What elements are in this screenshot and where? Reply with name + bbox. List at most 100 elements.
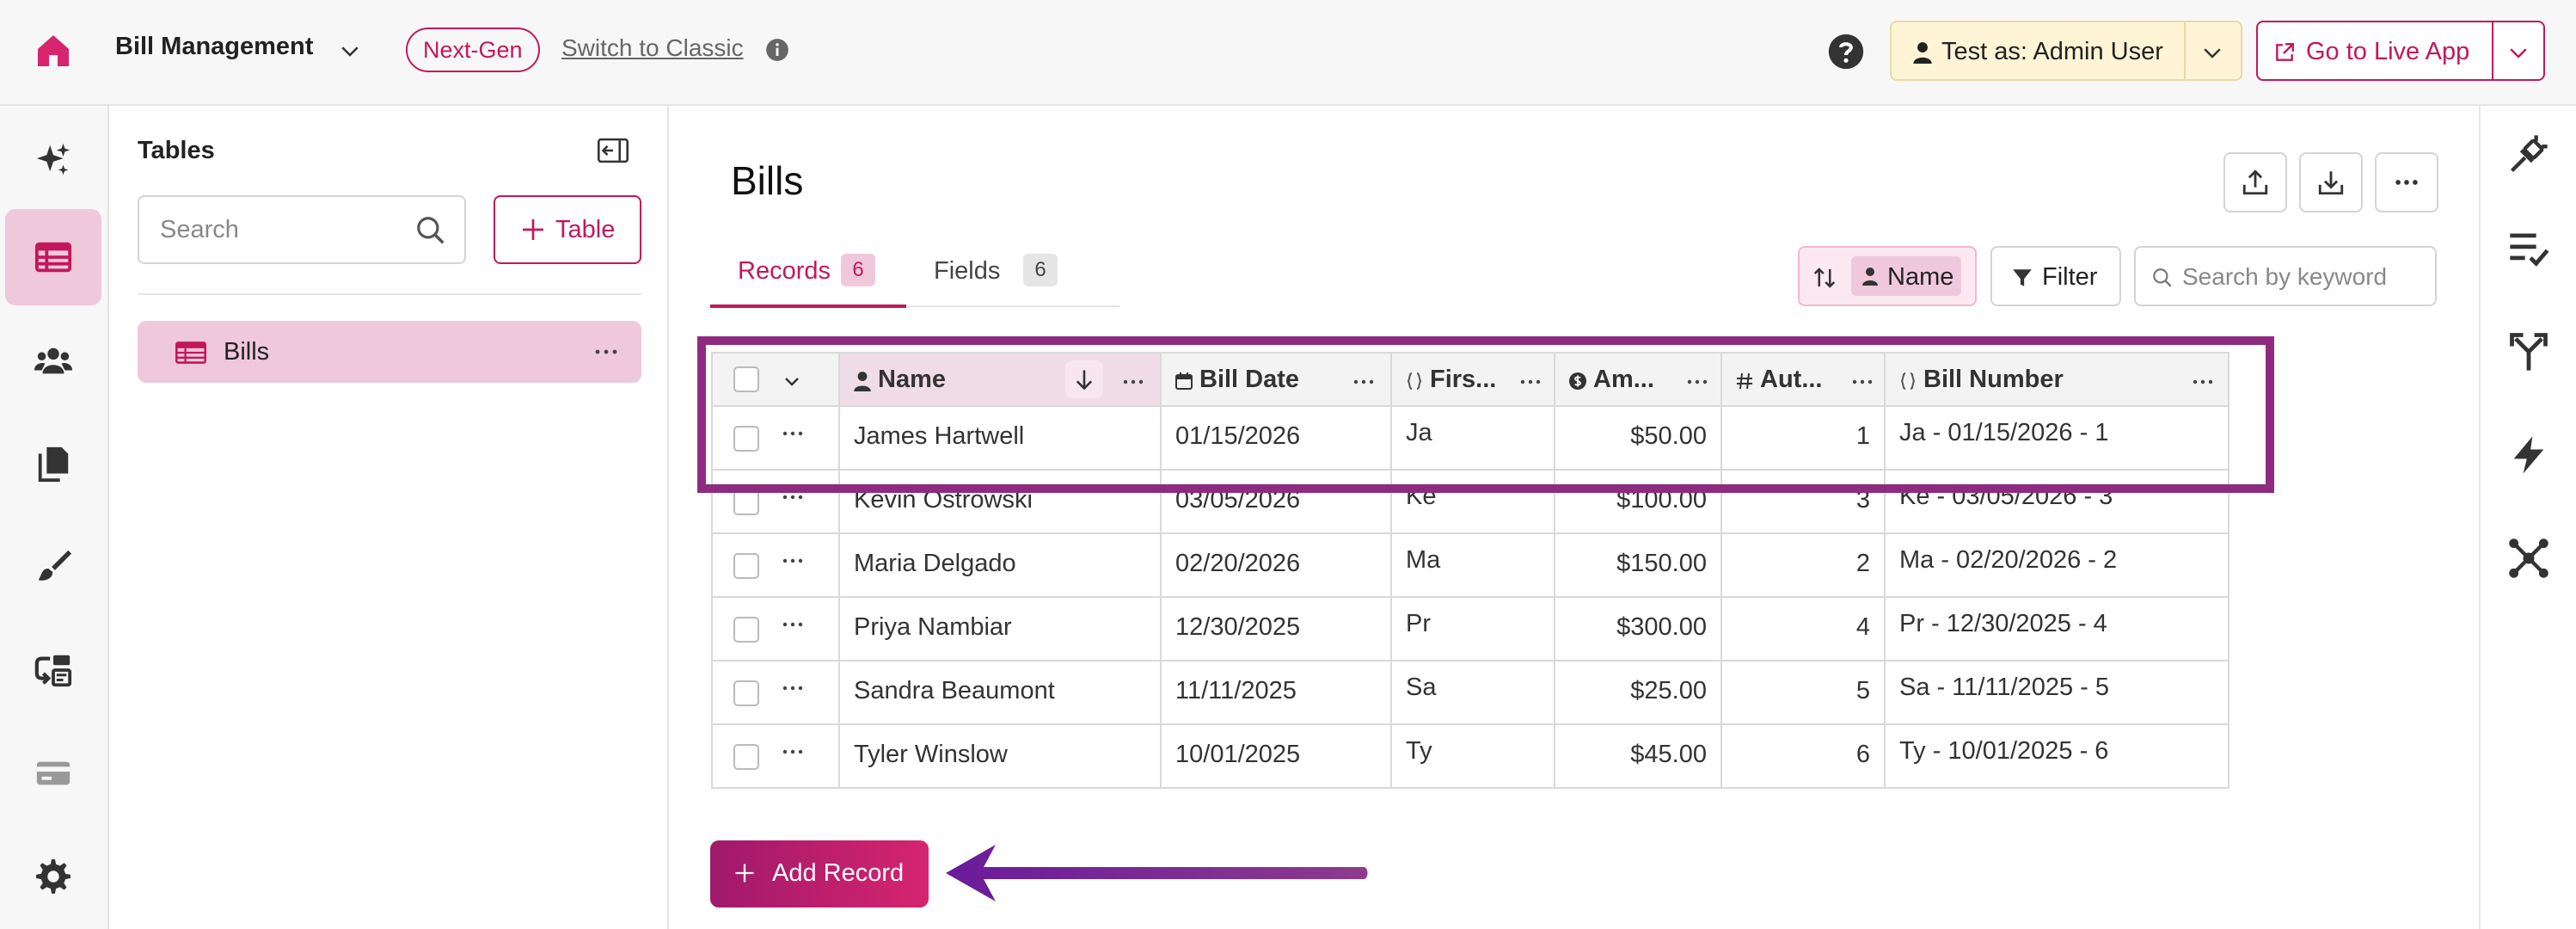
column-header-bill-number[interactable]: Bill Number — [1886, 354, 2229, 407]
more-icon[interactable] — [782, 744, 804, 760]
more-icon[interactable] — [782, 489, 804, 505]
cell-first[interactable]: Sa — [1392, 661, 1555, 725]
checklist-icon[interactable] — [2506, 226, 2551, 271]
cell-first[interactable]: Pr — [1392, 598, 1555, 661]
cell-auto-number[interactable]: 6 — [1722, 725, 1886, 789]
chevron-down-icon[interactable] — [2199, 40, 2225, 65]
cell-name[interactable]: Sandra Beaumont — [840, 661, 1162, 725]
cell-first[interactable]: Ty — [1392, 725, 1555, 789]
row-checkbox[interactable] — [733, 426, 759, 452]
more-icon[interactable] — [2192, 374, 2214, 390]
rail-item-payments[interactable] — [5, 725, 101, 821]
lightning-icon[interactable] — [2506, 433, 2551, 477]
more-icon[interactable] — [1686, 374, 1708, 390]
plug-icon[interactable] — [2506, 132, 2551, 176]
rail-item-pages[interactable] — [5, 415, 101, 512]
row-checkbox[interactable] — [733, 617, 759, 643]
cell-auto-number[interactable]: 4 — [1722, 598, 1886, 661]
sort-button[interactable]: Name — [1798, 246, 1977, 306]
row-checkbox[interactable] — [733, 744, 759, 770]
tables-search-input[interactable] — [160, 212, 401, 247]
cell-bill-date[interactable]: 02/20/2026 — [1162, 534, 1392, 598]
tables-search[interactable] — [138, 195, 466, 264]
cell-amount[interactable]: $50.00 — [1555, 407, 1722, 471]
download-button[interactable] — [2299, 152, 2363, 212]
cell-name[interactable]: James Hartwell — [840, 407, 1162, 471]
column-header-bill-date[interactable]: Bill Date — [1162, 354, 1392, 407]
cell-amount[interactable]: $300.00 — [1555, 598, 1722, 661]
cell-amount[interactable]: $45.00 — [1555, 725, 1722, 789]
column-header-name[interactable]: Name — [840, 354, 1162, 407]
cell-auto-number[interactable]: 3 — [1722, 471, 1886, 534]
rail-item-design[interactable] — [5, 519, 101, 615]
cell-name[interactable]: Tyler Winslow — [840, 725, 1162, 789]
info-icon[interactable] — [765, 38, 789, 62]
collapse-panel-icon[interactable] — [598, 137, 629, 164]
cell-bill-date[interactable]: 03/05/2026 — [1162, 471, 1392, 534]
branch-icon[interactable] — [2506, 329, 2551, 374]
cell-amount[interactable]: $25.00 — [1555, 661, 1722, 725]
cell-amount[interactable]: $100.00 — [1555, 471, 1722, 534]
more-icon[interactable] — [782, 617, 804, 632]
cell-first[interactable]: Ke — [1392, 471, 1555, 534]
app-name[interactable]: Bill Management — [115, 33, 314, 60]
chevron-down-icon[interactable] — [782, 371, 802, 391]
more-icon[interactable] — [782, 553, 804, 569]
cell-name[interactable]: Maria Delgado — [840, 534, 1162, 598]
cell-bill-date[interactable]: 11/11/2025 — [1162, 661, 1392, 725]
help-icon[interactable] — [1827, 33, 1865, 71]
chevron-down-icon[interactable] — [2505, 40, 2531, 65]
sort-chip[interactable]: Name — [1851, 256, 1961, 296]
cell-name[interactable]: Priya Nambiar — [840, 598, 1162, 661]
cell-bill-number[interactable]: Ma - 02/20/2026 - 2 — [1886, 534, 2229, 598]
more-icon[interactable] — [782, 426, 804, 441]
rail-item-ai[interactable] — [5, 112, 101, 208]
column-header-first[interactable]: Firs... — [1392, 354, 1555, 407]
more-icon[interactable] — [1122, 374, 1144, 390]
cell-first[interactable]: Ma — [1392, 534, 1555, 598]
sort-direction-button[interactable] — [1065, 360, 1103, 398]
row-checkbox[interactable] — [733, 489, 759, 515]
cell-bill-number[interactable]: Ke - 03/05/2026 - 3 — [1886, 471, 2229, 534]
keyword-search[interactable] — [2134, 246, 2437, 306]
cell-first[interactable]: Ja — [1392, 407, 1555, 471]
cell-auto-number[interactable]: 2 — [1722, 534, 1886, 598]
switch-to-classic-link[interactable]: Switch to Classic — [561, 34, 744, 61]
more-icon[interactable] — [1352, 374, 1375, 390]
table-item-bills[interactable]: Bills — [138, 321, 641, 383]
cell-bill-date[interactable]: 01/15/2026 — [1162, 407, 1392, 471]
keyword-search-input[interactable] — [2182, 260, 2423, 294]
more-icon[interactable] — [1519, 374, 1542, 390]
test-as-button[interactable]: Test as: Admin User — [1890, 21, 2242, 81]
more-icon[interactable] — [782, 680, 804, 696]
more-options-button[interactable] — [2375, 152, 2438, 212]
cell-auto-number[interactable]: 5 — [1722, 661, 1886, 725]
rail-item-workflows[interactable] — [5, 622, 101, 718]
network-icon[interactable] — [2506, 536, 2551, 581]
select-all-checkbox[interactable] — [733, 366, 759, 392]
home-icon[interactable] — [33, 30, 74, 71]
filter-button[interactable]: Filter — [1990, 246, 2121, 306]
add-record-button[interactable]: Add Record — [710, 840, 929, 907]
cell-bill-date[interactable]: 12/30/2025 — [1162, 598, 1392, 661]
rail-item-tables[interactable] — [5, 209, 101, 305]
more-icon[interactable] — [1851, 374, 1874, 390]
more-icon[interactable] — [593, 341, 619, 362]
cell-bill-date[interactable]: 10/01/2025 — [1162, 725, 1392, 789]
upload-button[interactable] — [2223, 152, 2287, 212]
row-checkbox[interactable] — [733, 680, 759, 706]
add-table-button[interactable]: Table — [494, 195, 641, 264]
cell-bill-number[interactable]: Sa - 11/11/2025 - 5 — [1886, 661, 2229, 725]
go-to-live-app-button[interactable]: Go to Live App — [2256, 21, 2545, 81]
cell-name[interactable]: Kevin Ostrowski — [840, 471, 1162, 534]
rail-item-settings[interactable] — [5, 828, 101, 925]
column-header-auto-number[interactable]: Aut... — [1722, 354, 1886, 407]
column-header-amount[interactable]: Am... — [1555, 354, 1722, 407]
rail-item-users[interactable] — [5, 312, 101, 409]
cell-auto-number[interactable]: 1 — [1722, 407, 1886, 471]
row-checkbox[interactable] — [733, 553, 759, 579]
cell-amount[interactable]: $150.00 — [1555, 534, 1722, 598]
cell-bill-number[interactable]: Pr - 12/30/2025 - 4 — [1886, 598, 2229, 661]
cell-bill-number[interactable]: Ty - 10/01/2025 - 6 — [1886, 725, 2229, 789]
chevron-down-icon[interactable] — [337, 38, 363, 64]
